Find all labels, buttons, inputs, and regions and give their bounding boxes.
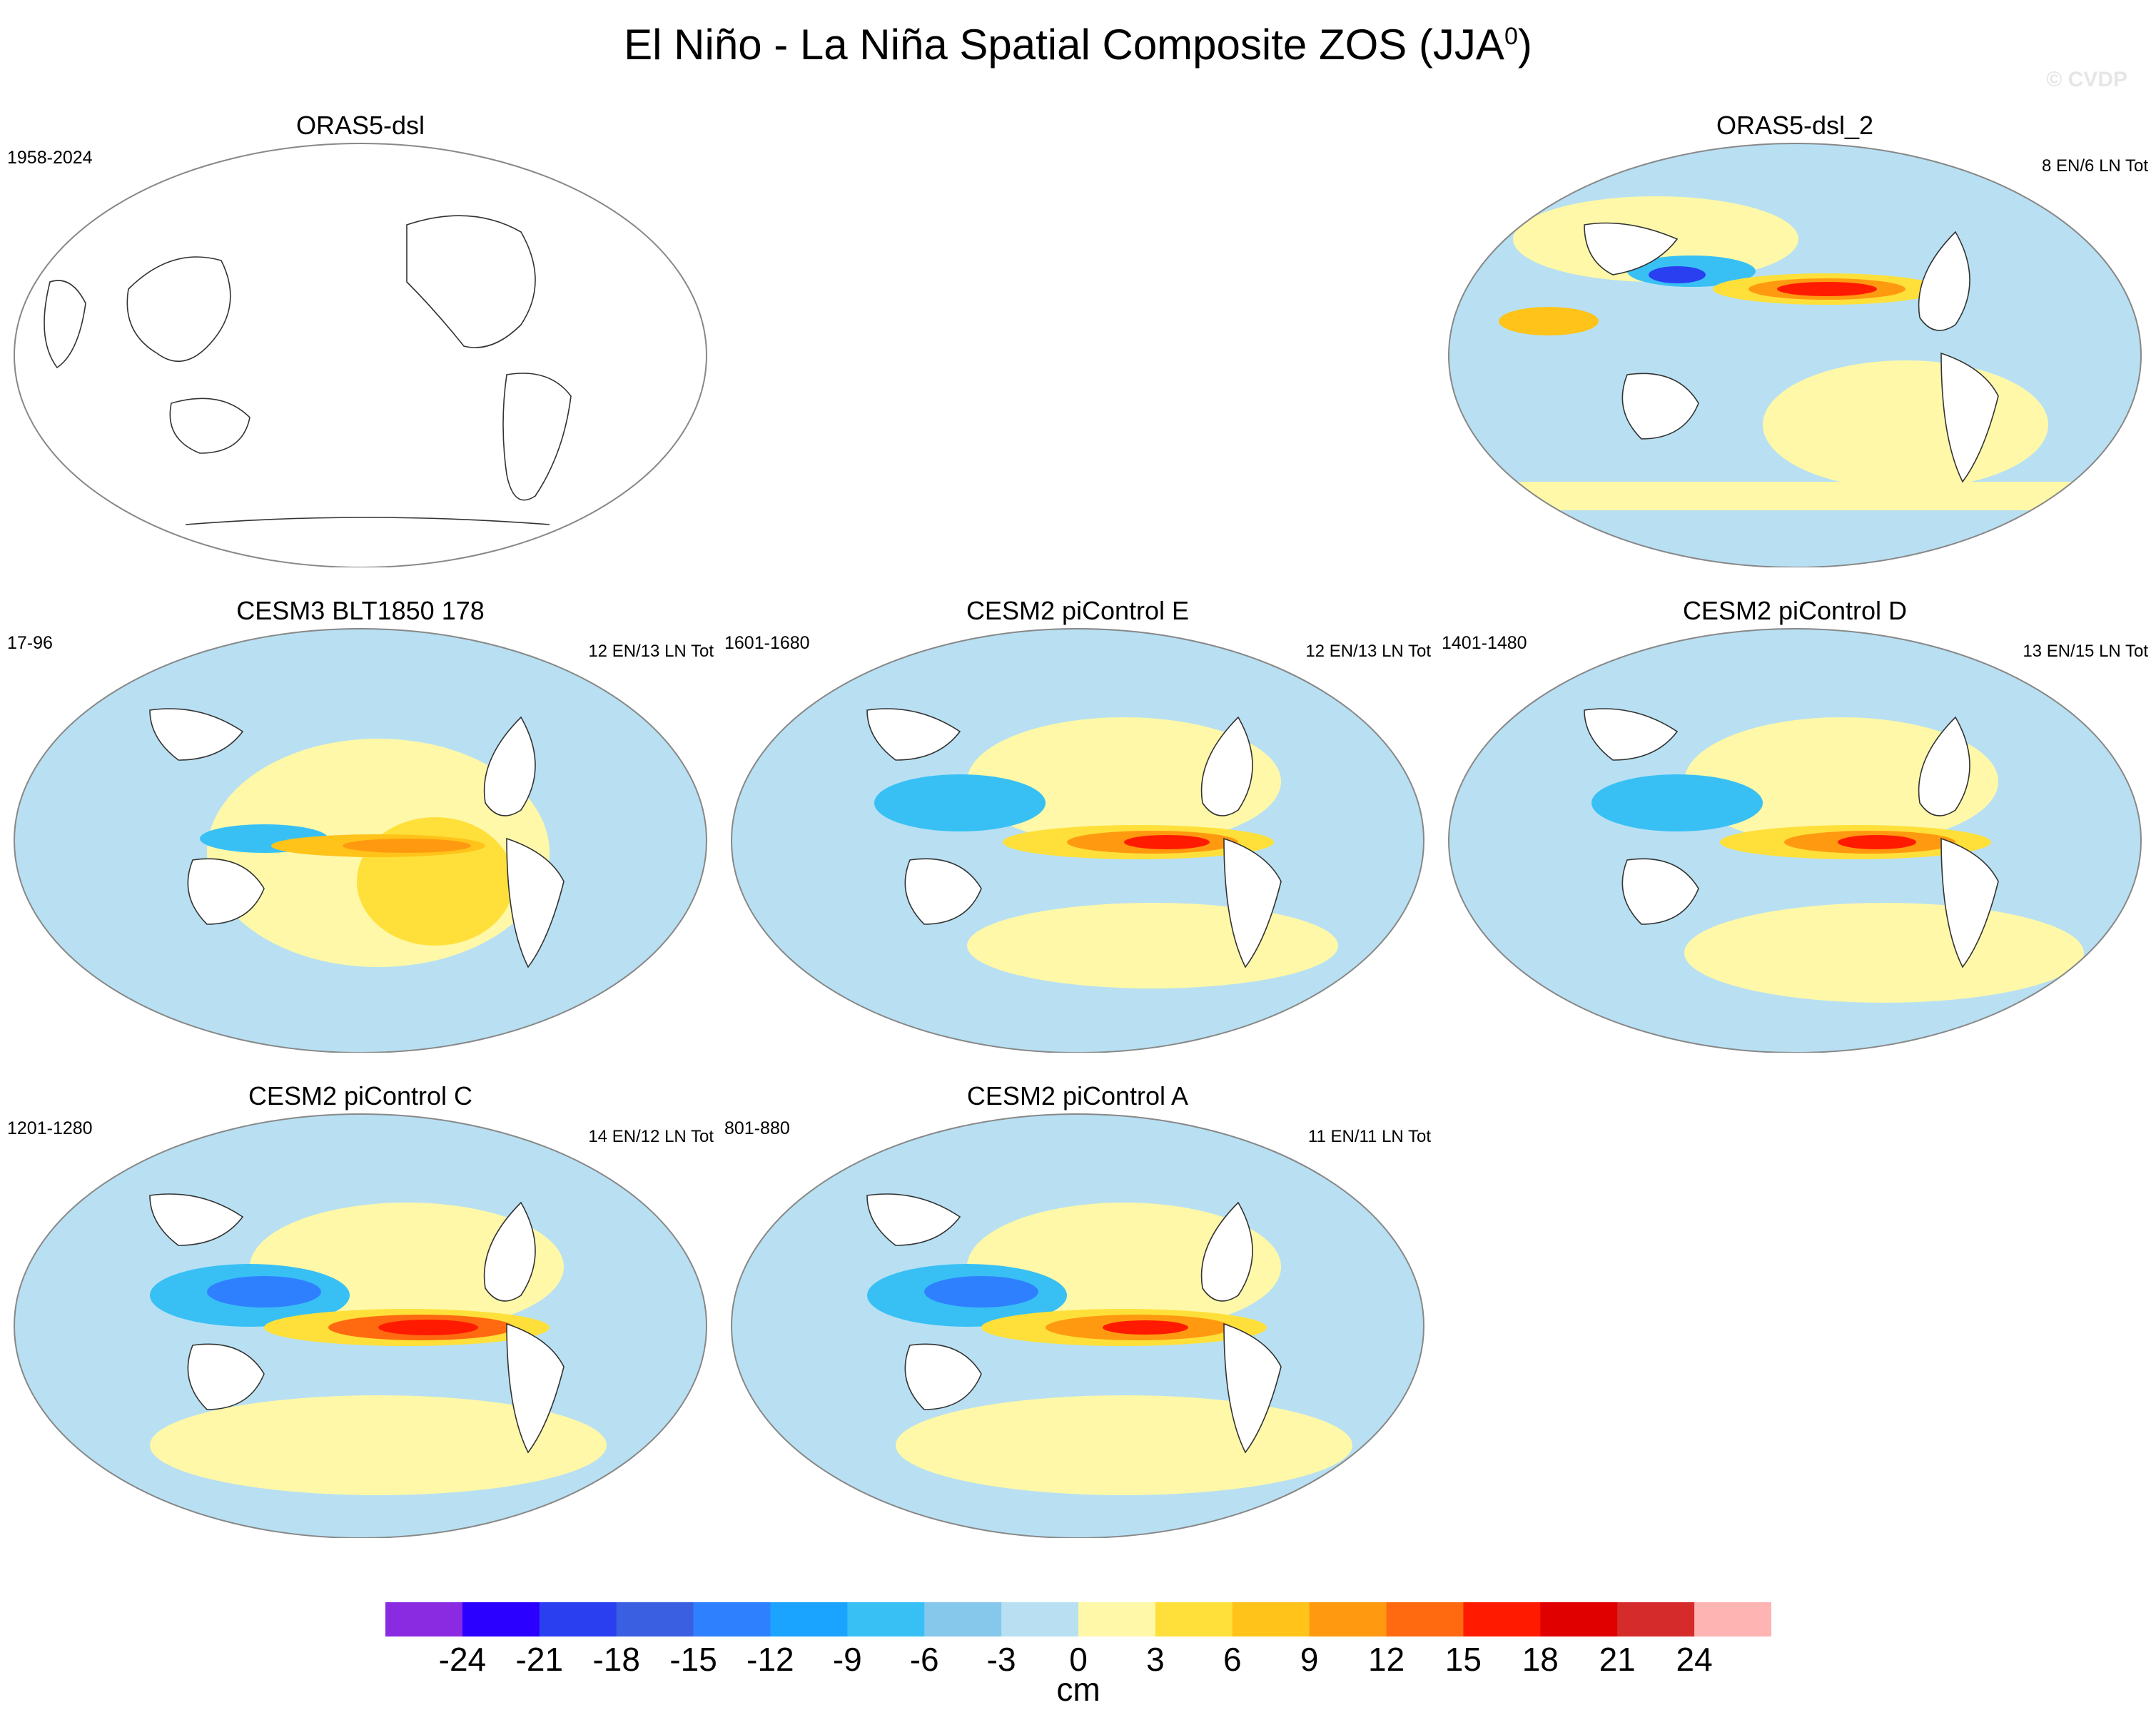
- colorbar-tick: 15: [1444, 1641, 1482, 1678]
- panel-period: 1601-1680: [724, 633, 810, 653]
- colorbar-swatch: [1694, 1602, 1771, 1636]
- colorbar-tick: -18: [592, 1641, 640, 1678]
- colorbar-units: cm: [1056, 1671, 1100, 1708]
- map-outline: [1448, 628, 2142, 1053]
- colorbar-tick: -24: [438, 1641, 487, 1678]
- colorbar-tick: 24: [1676, 1641, 1713, 1678]
- panel-period: 1401-1480: [1442, 633, 1527, 653]
- colorbar-swatch: [616, 1602, 694, 1636]
- colorbar-swatch: [462, 1602, 540, 1636]
- map-cesm2d: [1448, 628, 2142, 1053]
- panel-counts: 8 EN/6 LN Tot: [2042, 156, 2148, 176]
- panel-orasdsl: ORAS5-dsl 1958-2024: [7, 111, 714, 567]
- map-outline: [1448, 143, 2142, 567]
- map-outline: [731, 1113, 1424, 1538]
- panel-counts: 14 EN/12 LN Tot: [588, 1127, 714, 1146]
- map-cesm2c: [14, 1113, 707, 1538]
- map-cesm3: [14, 628, 707, 1053]
- map-outline: [14, 1113, 707, 1538]
- colorbar-tick: 9: [1300, 1641, 1319, 1678]
- colorbar-swatch: [1463, 1602, 1541, 1636]
- panel-counts: 12 EN/13 LN Tot: [588, 642, 714, 661]
- panel-cesm2c: CESM2 piControl C 1201-1280 14 EN/12 LN …: [7, 1081, 714, 1538]
- colorbar-tick: -9: [832, 1641, 862, 1678]
- colorbar-swatch: [1617, 1602, 1695, 1636]
- panel-title: CESM2 piControl E: [966, 596, 1190, 625]
- colorbar-tick: -21: [515, 1641, 564, 1678]
- colorbar-swatch: [539, 1602, 617, 1636]
- colorbar-tick: -3: [986, 1641, 1016, 1678]
- panel-title: ORAS5-dsl_2: [1716, 111, 1874, 140]
- colorbar-swatch: [693, 1602, 771, 1636]
- panel-cesm2d: CESM2 piControl D 1401-1480 13 EN/15 LN …: [1442, 596, 2148, 1053]
- panel-title: CESM3 BLT1850 178: [236, 596, 485, 625]
- colorbar-swatch: [924, 1602, 1002, 1636]
- panel-title: CESM2 piControl A: [966, 1081, 1189, 1111]
- colorbar-swatch: [385, 1602, 463, 1636]
- colorbar-swatch: [1309, 1602, 1387, 1636]
- panel-period: 801-880: [724, 1118, 790, 1138]
- panel-period: 1958-2024: [7, 148, 93, 168]
- colorbar-swatch: [847, 1602, 925, 1636]
- colorbar-swatch: [1232, 1602, 1310, 1636]
- panel-period: 1201-1280: [7, 1118, 93, 1138]
- colorbar-swatch: [1001, 1602, 1079, 1636]
- colorbar-swatch: [1155, 1602, 1233, 1636]
- panel-title: CESM2 piControl D: [1682, 596, 1908, 625]
- colorbar-tick: 3: [1146, 1641, 1165, 1678]
- panel-counts: 11 EN/11 LN Tot: [1307, 1127, 1431, 1146]
- colorbar-tick: 21: [1599, 1641, 1636, 1678]
- map-cesm2e: [731, 628, 1424, 1053]
- panel-title: ORAS5-dsl: [295, 111, 425, 140]
- colorbar-tick: -6: [909, 1641, 939, 1678]
- colorbar-tick: 18: [1522, 1641, 1559, 1678]
- panel-title: CESM2 piControl C: [248, 1081, 473, 1111]
- map-outline: [731, 628, 1424, 1053]
- panel-orasdsl2: ORAS5-dsl_2 8 EN/6 LN Tot: [1442, 111, 2148, 567]
- panel-cesm2a: CESM2 piControl A 801-880 11 EN/11 LN To…: [724, 1081, 1431, 1538]
- panel-counts: 12 EN/13 LN Tot: [1305, 642, 1431, 661]
- panel-cesm2e: CESM2 piControl E 1601-1680 12 EN/13 LN …: [724, 596, 1431, 1053]
- colorbar-swatch: [1386, 1602, 1464, 1636]
- colorbar-swatch: [1540, 1602, 1618, 1636]
- colorbar-tick: 6: [1223, 1641, 1242, 1678]
- panel-counts: 13 EN/15 LN Tot: [2023, 642, 2148, 661]
- map-outline: [14, 628, 707, 1053]
- map-orasdsl: [14, 143, 707, 567]
- map-orasdsl2: [1448, 143, 2142, 567]
- colorbar: [385, 1602, 1771, 1636]
- chart-title: El Niño - La Niña Spatial Composite ZOS …: [624, 21, 1532, 69]
- colorbar-tick: 12: [1368, 1641, 1405, 1678]
- panel-cesm3: CESM3 BLT1850 178 17-96 12 EN/13 LN Tot: [7, 596, 714, 1053]
- coastlines: [44, 215, 572, 525]
- colorbar-swatch: [1078, 1602, 1156, 1636]
- colorbar-swatch: [770, 1602, 848, 1636]
- colorbar-swatches: [385, 1602, 1771, 1636]
- map-cesm2a: [731, 1113, 1424, 1538]
- colorbar-tick: 0: [1069, 1641, 1088, 1678]
- watermark: © CVDP: [2046, 68, 2127, 91]
- colorbar-tick: -12: [746, 1641, 794, 1678]
- map-outline: [14, 143, 707, 567]
- colorbar-tick: -15: [669, 1641, 717, 1678]
- panel-period: 17-96: [7, 633, 53, 653]
